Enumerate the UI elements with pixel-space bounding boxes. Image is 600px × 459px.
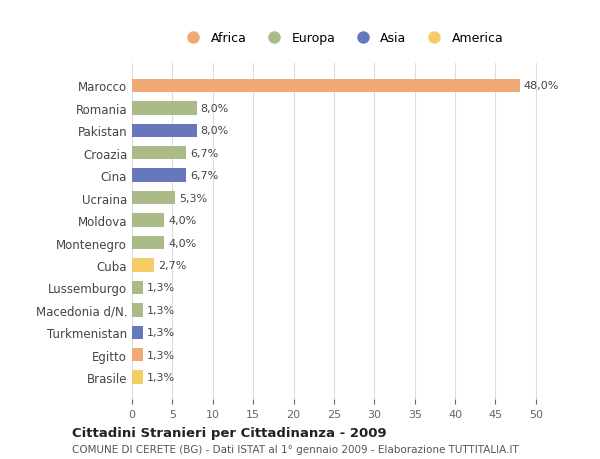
Text: 1,3%: 1,3%	[146, 328, 175, 337]
Text: 1,3%: 1,3%	[146, 305, 175, 315]
Text: 6,7%: 6,7%	[190, 171, 218, 181]
Bar	[132, 326, 143, 339]
Bar	[132, 191, 175, 205]
Text: 4,0%: 4,0%	[169, 238, 197, 248]
Bar	[132, 102, 197, 115]
Text: 6,7%: 6,7%	[190, 148, 218, 158]
Bar	[132, 348, 143, 362]
Text: 1,3%: 1,3%	[146, 350, 175, 360]
Bar	[132, 79, 520, 93]
Bar	[132, 169, 186, 183]
Text: Cittadini Stranieri per Cittadinanza - 2009: Cittadini Stranieri per Cittadinanza - 2…	[72, 426, 386, 439]
Bar	[132, 303, 143, 317]
Text: 5,3%: 5,3%	[179, 193, 207, 203]
Bar	[132, 124, 197, 138]
Text: COMUNE DI CERETE (BG) - Dati ISTAT al 1° gennaio 2009 - Elaborazione TUTTITALIA.: COMUNE DI CERETE (BG) - Dati ISTAT al 1°…	[72, 444, 519, 454]
Bar	[132, 214, 164, 227]
Text: 1,3%: 1,3%	[146, 283, 175, 293]
Bar	[132, 236, 164, 250]
Bar	[132, 147, 186, 160]
Legend: Africa, Europa, Asia, America: Africa, Europa, Asia, America	[176, 27, 508, 50]
Text: 4,0%: 4,0%	[169, 216, 197, 225]
Text: 1,3%: 1,3%	[146, 372, 175, 382]
Bar	[132, 371, 143, 384]
Bar	[132, 259, 154, 272]
Text: 8,0%: 8,0%	[200, 126, 229, 136]
Text: 2,7%: 2,7%	[158, 260, 186, 270]
Bar	[132, 281, 143, 295]
Text: 48,0%: 48,0%	[524, 81, 559, 91]
Text: 8,0%: 8,0%	[200, 104, 229, 113]
